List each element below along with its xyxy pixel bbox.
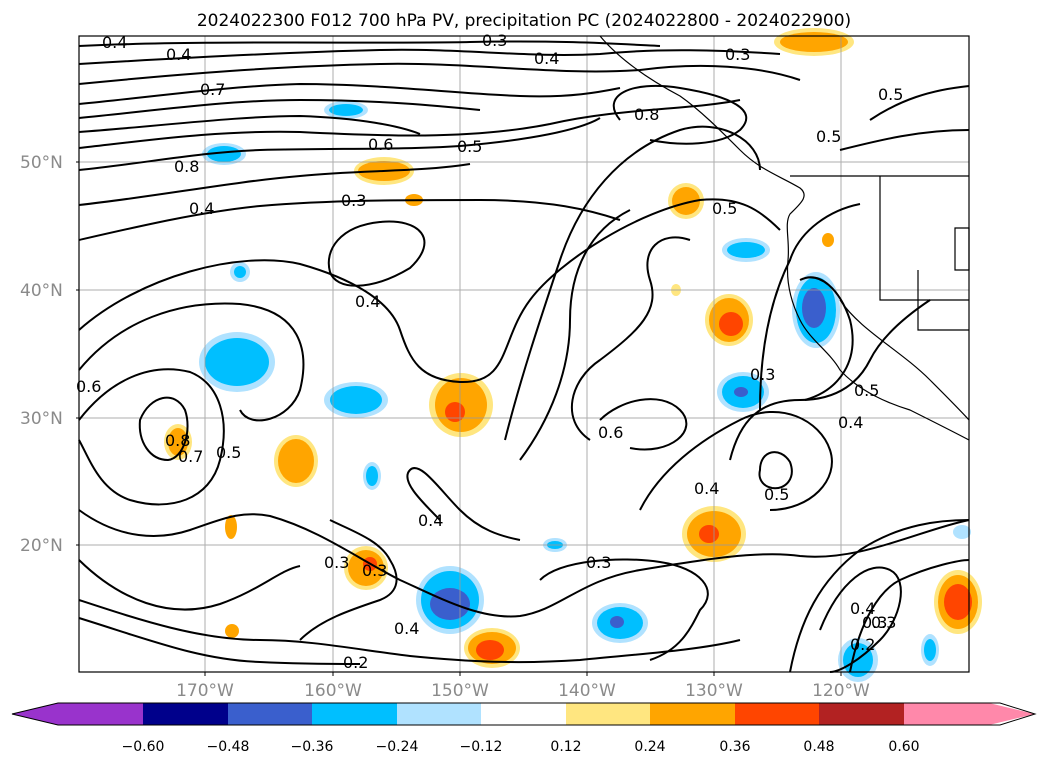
precip-negative-areas	[199, 101, 971, 682]
pv-label: 0.5	[878, 85, 903, 104]
colorbar-cell	[819, 703, 904, 725]
pv-label: 0.3	[862, 613, 887, 632]
colorbar: −0.60 −0.48 −0.36 −0.24 −0.12 0.12 0.24 …	[11, 702, 1037, 755]
pv-label: 0.5	[816, 127, 841, 146]
map-panel: 0.4 0.4 0.3 0.4 0.3 0.7 0.8 0.5 0.5 0.8 …	[76, 28, 982, 682]
pv-label: 0.2	[343, 653, 368, 672]
colorbar-cell	[566, 703, 650, 725]
colorbar-cell	[735, 703, 819, 725]
colorbar-cell	[904, 703, 989, 725]
pv-label: 0.4	[166, 45, 191, 64]
pv-label: 0.4	[102, 33, 127, 52]
pv-label: 0.6	[368, 135, 393, 154]
pv-label: 0.8	[634, 105, 659, 124]
pv-label: 0.3	[586, 553, 611, 572]
pv-label: 0.4	[189, 199, 214, 218]
lat-label: 30°N	[20, 409, 63, 429]
colorbar-extension-low	[12, 703, 58, 725]
lon-label: 150°W	[431, 681, 489, 701]
pv-label: 0.5	[854, 381, 879, 400]
pv-label: 0.3	[871, 613, 896, 632]
pv-label: 0.4	[355, 292, 380, 311]
map-frame	[78, 35, 970, 673]
pv-label: 0.6	[598, 423, 623, 442]
pv-label: 0.4	[418, 511, 443, 530]
colorbar-cells	[12, 703, 1035, 725]
pv-label: 0.8	[165, 431, 190, 450]
colorbar-tick-label: −0.12	[460, 739, 503, 755]
pv-label: 0.4	[694, 479, 719, 498]
lat-label: 20°N	[20, 536, 63, 556]
pv-label: 0.3	[750, 365, 775, 384]
map-title: 2024022300 F012 700 hPa PV, precipitatio…	[197, 11, 851, 31]
colorbar-cell	[481, 703, 566, 725]
precipitation-shading	[164, 28, 982, 682]
pv-label: 0.3	[482, 31, 507, 50]
coastlines	[599, 35, 970, 441]
pv-label: 0.7	[200, 80, 225, 99]
lon-label: 170°W	[176, 681, 234, 701]
latitude-labels: 50°N 40°N 30°N 20°N	[20, 153, 79, 556]
colorbar-tick-label: 0.48	[803, 739, 834, 755]
pv-label: 0.4	[534, 49, 559, 68]
pv-label: 0.2	[850, 635, 875, 654]
pv-label: 0.6	[76, 377, 101, 396]
pv-label: 0.3	[725, 45, 750, 64]
pv-label: 0.4	[850, 599, 875, 618]
pv-label: 0.4	[838, 413, 863, 432]
pv-label: 0.4	[394, 619, 419, 638]
longitude-labels: 170°W 160°W 150°W 140°W 130°W 120°W	[176, 672, 870, 701]
pv-contours	[78, 40, 970, 673]
colorbar-tick-label: 0.36	[719, 739, 750, 755]
colorbar-tick-label: −0.36	[291, 739, 334, 755]
pv-label: 0.7	[178, 447, 203, 466]
pv-label: 0.5	[712, 199, 737, 218]
lon-label: 120°W	[812, 681, 870, 701]
lon-label: 130°W	[685, 681, 743, 701]
pv-label: 0.5	[216, 443, 241, 462]
pv-label: 0.3	[362, 561, 387, 580]
pv-label: 0.3	[324, 553, 349, 572]
colorbar-cell	[312, 703, 397, 725]
pv-label: 0.3	[341, 191, 366, 210]
lat-label: 50°N	[20, 153, 63, 173]
lon-label: 140°W	[558, 681, 616, 701]
colorbar-tick-label: −0.48	[207, 739, 250, 755]
lon-label: 160°W	[304, 681, 362, 701]
colorbar-tick-label: −0.24	[376, 739, 419, 755]
colorbar-cell	[650, 703, 735, 725]
colorbar-tick-label: 0.24	[634, 739, 665, 755]
colorbar-tick-label: −0.60	[122, 739, 165, 755]
colorbar-cell	[143, 703, 228, 725]
pv-label: 0.5	[764, 485, 789, 504]
pv-label: 0.8	[174, 157, 199, 176]
pv-contour-labels: 0.4 0.4 0.3 0.4 0.3 0.7 0.8 0.5 0.5 0.8 …	[76, 31, 903, 672]
colorbar-tick-label: 0.12	[550, 739, 581, 755]
colorbar-cell	[228, 703, 312, 725]
colorbar-cell	[58, 703, 143, 725]
colorbar-tick-label: 0.60	[888, 739, 919, 755]
lat-label: 40°N	[20, 281, 63, 301]
colorbar-cell	[397, 703, 481, 725]
pv-label: 0.5	[457, 137, 482, 156]
colorbar-extension-high	[989, 703, 1035, 725]
colorbar-tick-labels: −0.60 −0.48 −0.36 −0.24 −0.12 0.12 0.24 …	[122, 739, 920, 755]
